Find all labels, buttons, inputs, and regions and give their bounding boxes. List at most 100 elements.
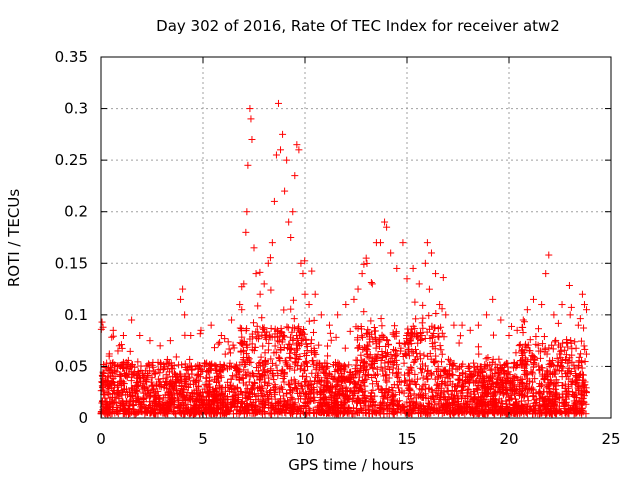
data-point (427, 249, 435, 257)
data-point (399, 239, 407, 247)
chart-title: Day 302 of 2016, Rate Of TEC Index for r… (156, 17, 560, 35)
data-point (265, 339, 273, 347)
data-point (436, 342, 444, 350)
data-point (432, 270, 440, 278)
data-point (577, 350, 585, 358)
data-point (291, 172, 299, 180)
data-point (248, 136, 256, 144)
data-point (415, 280, 423, 288)
data-point (242, 228, 250, 236)
y-tick-label: 0.2 (64, 203, 88, 221)
data-point (226, 349, 234, 357)
y-tick-label: 0.3 (64, 100, 88, 118)
data-point (308, 267, 316, 275)
data-point (287, 393, 295, 401)
data-point (435, 333, 443, 341)
data-point (558, 301, 566, 309)
data-point (181, 311, 189, 319)
data-point (523, 402, 531, 410)
data-point (482, 355, 490, 363)
data-point (539, 340, 547, 348)
data-point (187, 331, 195, 339)
data-point (535, 325, 543, 333)
data-point (378, 322, 386, 330)
data-point (474, 321, 482, 329)
data-point (341, 344, 349, 352)
y-axis-label: ROTI / TECUs (5, 189, 23, 287)
data-point (286, 353, 294, 361)
data-point (305, 317, 313, 325)
data-point (566, 311, 574, 319)
data-point (505, 331, 513, 339)
data-point (166, 337, 174, 345)
data-point (119, 331, 127, 339)
data-point (360, 308, 368, 316)
data-point (211, 344, 219, 352)
data-point (299, 270, 307, 278)
data-point (98, 318, 106, 326)
data-point (358, 270, 366, 278)
data-point (247, 115, 255, 123)
data-point (552, 336, 560, 344)
data-point (305, 301, 313, 309)
data-point (360, 260, 368, 268)
data-point (439, 274, 447, 282)
data-point (490, 331, 498, 339)
data-point (540, 333, 548, 341)
data-point (254, 302, 262, 310)
data-point (455, 339, 463, 347)
data-point (228, 316, 236, 324)
data-point (578, 290, 586, 298)
data-point (256, 268, 264, 276)
data-point (389, 369, 397, 377)
data-point (412, 315, 420, 323)
data-point (252, 364, 260, 372)
data-point (572, 344, 580, 352)
data-point (229, 372, 237, 380)
data-point (523, 306, 531, 314)
data-point (287, 234, 295, 241)
data-point (354, 344, 362, 352)
data-point (250, 371, 258, 379)
data-point (425, 385, 433, 393)
data-point (387, 351, 395, 359)
data-point (363, 259, 371, 267)
data-point (419, 374, 427, 382)
data-point (367, 279, 375, 287)
data-point (583, 350, 591, 358)
data-point (581, 358, 589, 366)
y-tick-label: 0.15 (55, 254, 88, 272)
data-point (277, 146, 285, 154)
data-point (394, 374, 402, 382)
data-point (425, 312, 433, 320)
data-point (109, 399, 117, 407)
data-point (387, 249, 395, 257)
data-point (437, 346, 445, 354)
data-point (287, 305, 295, 313)
data-point (554, 319, 562, 327)
data-point (346, 327, 354, 335)
data-point (301, 290, 309, 298)
data-point (538, 364, 546, 372)
data-point (284, 324, 292, 332)
data-point (432, 309, 440, 317)
data-point (315, 341, 323, 349)
data-points (97, 99, 591, 418)
data-point (571, 338, 579, 346)
x-axis-label: GPS time / hours (288, 456, 414, 474)
data-point (257, 353, 265, 361)
data-point (270, 376, 278, 384)
data-point (401, 377, 409, 385)
data-point (380, 372, 388, 380)
data-point (244, 161, 252, 169)
data-point (326, 329, 334, 337)
data-point (391, 322, 399, 330)
data-point (277, 324, 285, 332)
data-point (437, 358, 445, 366)
data-point (342, 301, 350, 309)
data-point (252, 270, 260, 278)
data-point (291, 366, 299, 374)
y-tick-label: 0.05 (55, 357, 88, 375)
x-tick-label: 10 (295, 430, 314, 448)
data-point (281, 333, 289, 341)
